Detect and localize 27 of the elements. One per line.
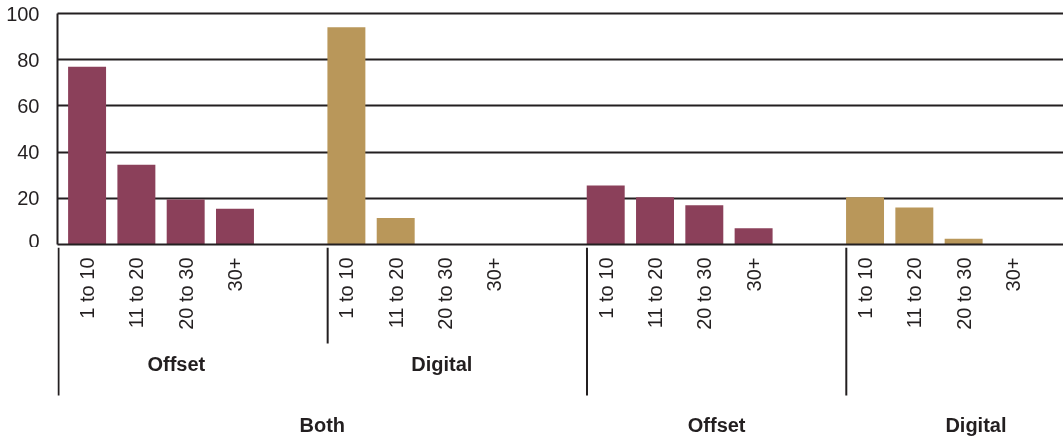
y-tick-label: 100 (6, 2, 40, 25)
x-tick-label: 11 to 20 (903, 257, 926, 329)
x-tick-label: 1 to 10 (76, 257, 99, 319)
x-tick-label: 30+ (223, 257, 246, 292)
text: Offset (687, 413, 746, 436)
text: Offset (147, 352, 206, 375)
y-tick-label: 40 (17, 141, 40, 164)
x-tick-label: 20 to 30 (434, 257, 456, 330)
x-tick-label: 20 to 30 (952, 257, 975, 330)
text: Digital (411, 352, 473, 375)
x-tick-label: 30+ (742, 257, 765, 292)
text: Digital (945, 413, 1007, 436)
x-tick-label: 11 to 20 (125, 257, 148, 329)
y-tick-label: 80 (17, 48, 40, 71)
y-tick-label: 0 (28, 229, 40, 252)
x-tick-label: 30+ (1001, 257, 1024, 292)
x-tick-label: 11 to 20 (384, 257, 407, 329)
x-tick-label: 1 to 10 (594, 257, 617, 319)
x-tick-label: 20 to 30 (174, 257, 197, 330)
y-tick-label: 20 (17, 187, 40, 210)
x-tick-label: 1 to 10 (335, 257, 358, 319)
x-tick-label: 11 to 20 (644, 257, 667, 329)
x-tick-label: 1 to 10 (854, 257, 877, 319)
y-tick-label: 60 (17, 94, 40, 117)
x-tick-label: 30+ (483, 257, 506, 292)
text: Both (299, 413, 346, 436)
x-tick-label: 20 to 30 (693, 257, 716, 330)
